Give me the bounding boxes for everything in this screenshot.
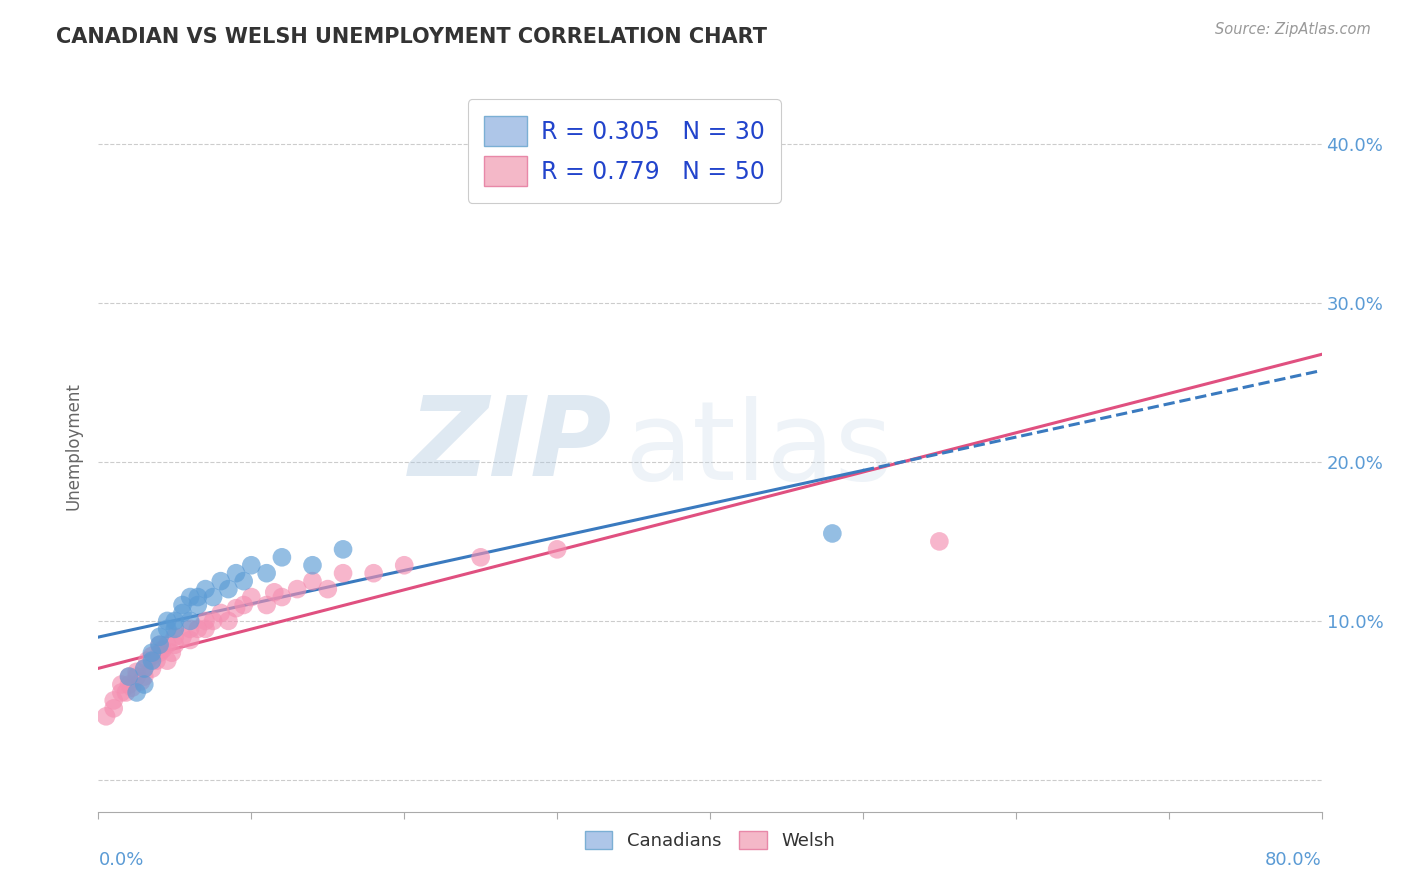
Point [149, 646, 172, 660]
Point [256, 598, 278, 612]
Point [179, 622, 201, 636]
Point [141, 646, 163, 660]
Point [163, 630, 186, 644]
Point [172, 598, 194, 612]
Point [187, 622, 209, 636]
Point [301, 574, 323, 589]
Point [928, 534, 950, 549]
Point [225, 601, 247, 615]
Point [141, 662, 163, 676]
Point [202, 590, 225, 604]
Point [163, 622, 186, 636]
Point [110, 685, 132, 699]
Point [156, 622, 179, 636]
Point [149, 638, 172, 652]
Point [121, 681, 143, 695]
Point [149, 630, 172, 644]
Point [134, 669, 156, 683]
Legend: Canadians, Welsh: Canadians, Welsh [578, 823, 842, 857]
Point [103, 693, 125, 707]
Point [149, 638, 172, 652]
Point [125, 669, 148, 683]
Point [141, 648, 163, 663]
Point [172, 630, 194, 644]
Point [156, 654, 179, 668]
Point [145, 654, 167, 668]
Point [172, 606, 194, 620]
Text: 80.0%: 80.0% [1265, 852, 1322, 870]
Point [129, 674, 152, 689]
Point [160, 646, 183, 660]
Text: ZIP: ZIP [409, 392, 612, 500]
Point [187, 598, 209, 612]
Point [821, 526, 844, 541]
Point [392, 558, 416, 573]
Point [163, 638, 186, 652]
Point [209, 606, 232, 620]
Point [232, 574, 254, 589]
Point [332, 542, 354, 557]
Point [163, 614, 186, 628]
Point [240, 558, 263, 573]
Point [209, 574, 232, 589]
Point [332, 566, 354, 581]
Point [194, 614, 217, 628]
Point [152, 642, 174, 657]
Point [179, 590, 201, 604]
Point [136, 654, 159, 668]
Point [301, 558, 323, 573]
Point [232, 598, 254, 612]
Point [316, 582, 339, 596]
Point [141, 654, 163, 668]
Text: atlas: atlas [624, 396, 893, 503]
Point [217, 582, 239, 596]
Point [134, 677, 156, 691]
Point [94, 709, 117, 723]
Point [546, 542, 568, 557]
Point [115, 685, 138, 699]
Point [118, 669, 141, 683]
Point [118, 669, 141, 683]
Point [470, 550, 492, 565]
Point [285, 582, 308, 596]
Point [363, 566, 385, 581]
Point [270, 550, 292, 565]
Text: Source: ZipAtlas.com: Source: ZipAtlas.com [1215, 22, 1371, 37]
Point [134, 662, 156, 676]
Point [187, 590, 209, 604]
Point [179, 632, 201, 647]
Point [110, 677, 132, 691]
Point [118, 677, 141, 691]
Point [225, 566, 247, 581]
Point [179, 614, 201, 628]
Point [270, 590, 292, 604]
Point [125, 685, 148, 699]
Point [202, 614, 225, 628]
Point [256, 566, 278, 581]
Point [125, 665, 148, 679]
Point [217, 614, 239, 628]
Text: CANADIAN VS WELSH UNEMPLOYMENT CORRELATION CHART: CANADIAN VS WELSH UNEMPLOYMENT CORRELATI… [56, 27, 768, 46]
Point [194, 622, 217, 636]
Point [156, 614, 179, 628]
Point [134, 662, 156, 676]
Point [263, 585, 285, 599]
Point [240, 590, 263, 604]
Y-axis label: Unemployment: Unemployment [65, 382, 83, 510]
Text: 0.0%: 0.0% [98, 852, 143, 870]
Point [156, 638, 179, 652]
Point [194, 582, 217, 596]
Point [103, 701, 125, 715]
